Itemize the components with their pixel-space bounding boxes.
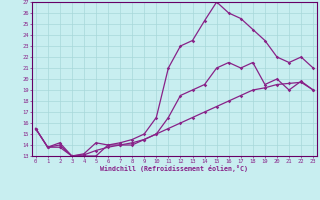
X-axis label: Windchill (Refroidissement éolien,°C): Windchill (Refroidissement éolien,°C) bbox=[100, 165, 248, 172]
